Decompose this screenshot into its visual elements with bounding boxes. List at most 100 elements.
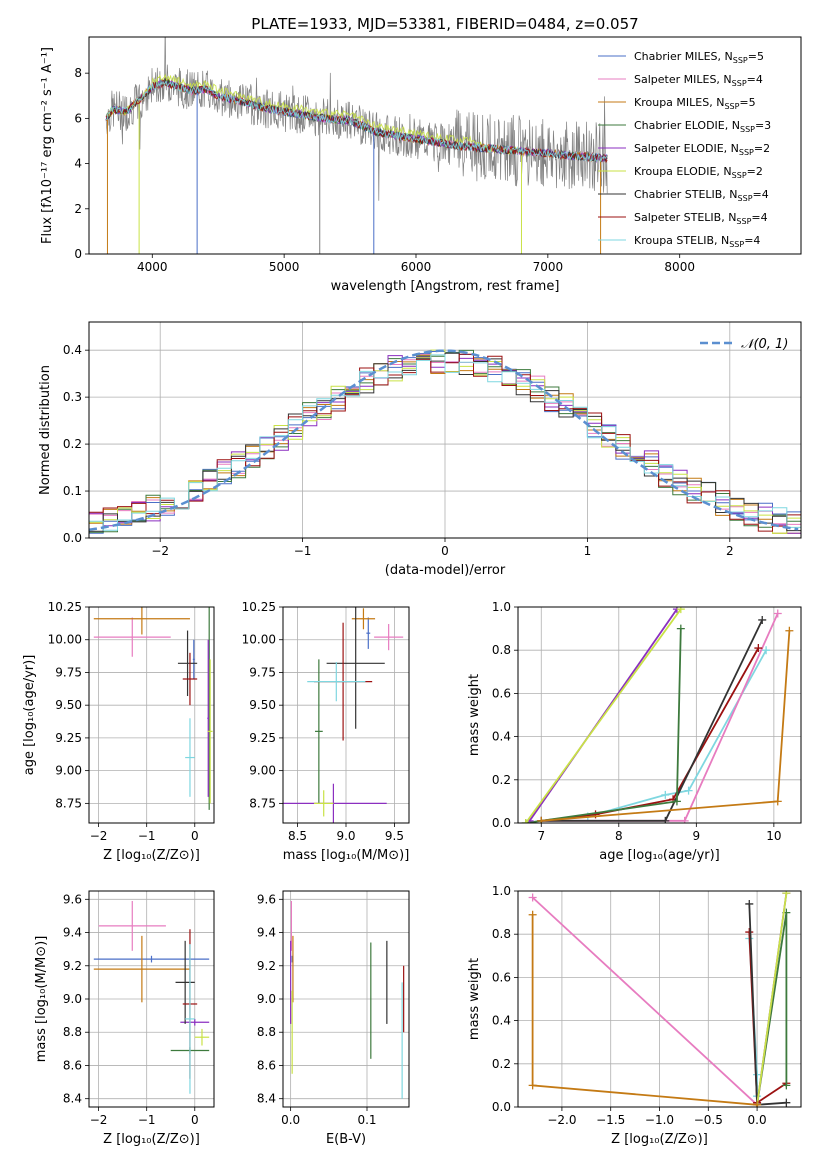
x-axis-label: Z [log₁₀(Z/Z⊙)] (103, 848, 200, 863)
y-tick-label: 0.0 (492, 1100, 511, 1114)
y-tick-label: 9.2 (63, 959, 82, 973)
plot-area (528, 891, 791, 1107)
x-tick-label: 7000 (533, 260, 564, 274)
weight-marker (753, 1070, 762, 1079)
x-axis-label: Z [log₁₀(Z/Z⊙)] (103, 1132, 200, 1147)
weight-marker (661, 790, 670, 799)
x-axis-label: wavelength [Angstrom, rest frame] (331, 279, 560, 294)
y-tick-label: 0.0 (492, 816, 511, 830)
panel-spectrum: 4000 5000 6000 7000 8000 0 2 4 6 8 wavelength [Ang… (40, 36, 802, 294)
x-tick-label: −1.0 (645, 1113, 674, 1127)
y-tick-label: 8.75 (249, 796, 276, 810)
legend-entry: Kroupa STELIB, NSSP=4 (634, 234, 760, 249)
weight-marker (773, 797, 782, 806)
y-tick-label: 0.3 (63, 390, 82, 404)
y-tick-label: 0.2 (492, 773, 511, 787)
x-tick-label: 7 (537, 829, 545, 843)
legend-entry: Salpeter STELIB, NSSP=4 (634, 211, 768, 226)
panel-age-vs-z: −2 −1 0 8.75 9.00 9.25 9.50 9.75 10.00 10.25 Z [lo… (22, 600, 215, 863)
weight-line-1 (541, 613, 779, 822)
plot-area (93, 900, 210, 1094)
x-axis-label: age [log₁₀(age/yr)] (599, 848, 720, 863)
y-tick-label: 8.6 (257, 1058, 276, 1072)
weight-marker (684, 786, 693, 795)
weight-marker (745, 928, 754, 937)
x-tick-label: 2 (726, 544, 734, 558)
x-tick-label: −1.5 (596, 1113, 625, 1127)
x-tick-label: 8000 (664, 260, 695, 274)
x-axis-label: mass [log₁₀(M/M⊙)] (283, 848, 410, 863)
x-tick-label: 0.0 (281, 1113, 300, 1127)
x-tick-label: 8 (615, 829, 623, 843)
panel-weight-vs-age: 7 8 9 10 0.0 0.2 0.4 0.6 0.8 1.0 age [log₁₀(age/yr… (467, 600, 802, 863)
y-tick-label: 9.25 (249, 731, 276, 745)
y-tick-label: 8.6 (63, 1058, 82, 1072)
plot-area (283, 607, 404, 823)
x-tick-label: −1 (138, 1113, 156, 1127)
weight-marker (782, 1098, 791, 1107)
x-tick-label: −2.0 (547, 1113, 576, 1127)
x-tick-label: 6000 (401, 260, 432, 274)
figure-title: PLATE=1933, MJD=53381, FIBERID=0484, z=0… (251, 15, 638, 33)
y-tick-label: 8.75 (55, 796, 82, 810)
y-tick-label: 0.0 (63, 531, 82, 545)
y-tick-label: 6 (74, 111, 82, 125)
observed-spectrum (105, 37, 608, 201)
plot-area (93, 607, 213, 810)
y-tick-label: 9.0 (257, 992, 276, 1006)
x-tick-label: 5000 (269, 260, 300, 274)
x-axis-label: (data-model)/error (385, 563, 506, 578)
y-tick-label: 9.25 (55, 731, 82, 745)
weight-line-7 (531, 914, 758, 1106)
x-axis-label: E(B-V) (326, 1132, 366, 1147)
y-tick-label: 10.25 (242, 600, 276, 614)
weight-marker (745, 899, 754, 908)
y-tick-label: 0.4 (492, 1014, 511, 1028)
weight-marker (661, 816, 670, 823)
y-tick-label: 0.8 (492, 927, 511, 941)
x-tick-label: 1 (584, 544, 592, 558)
axes-frame (517, 606, 802, 824)
y-tick-label: 8.4 (63, 1092, 82, 1106)
y-tick-label: 9.75 (55, 665, 82, 679)
y-axis-label: mass weight (467, 674, 482, 756)
y-tick-label: 9.4 (63, 926, 82, 940)
y-tick-label: 9.00 (249, 764, 276, 778)
y-tick-label: 0.6 (492, 970, 511, 984)
y-tick-label: 9.6 (257, 892, 276, 906)
weight-line-1 (531, 896, 758, 1106)
y-tick-label: 8.8 (257, 1025, 276, 1039)
y-tick-label: 0.8 (492, 643, 511, 657)
y-tick-label: 0 (74, 247, 82, 261)
weight-marker (753, 1100, 762, 1107)
y-tick-label: 0.2 (63, 437, 82, 451)
panel-mass-vs-ebv: 0.0 0.1 8.4 8.6 8.8 9.0 9.2 9.4 9.6 E(B-V) (257, 890, 410, 1147)
y-tick-label: 4 (74, 157, 82, 171)
legend-entry: Chabrier STELIB, NSSP=4 (634, 188, 769, 203)
weight-marker (762, 646, 771, 655)
x-tick-label: −2 (90, 1113, 108, 1127)
weight-marker (528, 1081, 537, 1090)
axes-frame (88, 890, 215, 1108)
y-tick-label: 2 (74, 202, 82, 216)
y-tick-label: 9.75 (249, 665, 276, 679)
y-tick-label: 0.4 (492, 730, 511, 744)
legend-entry: Kroupa ELODIE, NSSP=2 (634, 165, 763, 180)
weight-marker (782, 1081, 791, 1090)
y-tick-label: 9.50 (249, 698, 276, 712)
x-tick-label: 10 (766, 829, 781, 843)
panel-age-vs-mass: 8.5 9.0 9.5 8.75 9.00 9.25 9.50 9.75 10.00 10.25 m… (242, 600, 410, 863)
legend-entry: Chabrier MILES, NSSP=5 (634, 50, 764, 65)
weight-marker (672, 797, 681, 806)
weight-line-6 (756, 893, 788, 1105)
panel-weight-vs-z: −2.0 −1.5 −1.0 −0.5 0.0 0.0 0.2 0.4 0.6 0.8 1.0 Z [… (467, 884, 802, 1147)
x-tick-label: 9.5 (385, 829, 404, 843)
plot-area (89, 349, 801, 534)
weight-line-2 (541, 647, 760, 822)
x-tick-label: −1 (294, 544, 312, 558)
y-axis-label: mass [log₁₀(M/M⊙)] (34, 936, 49, 1063)
x-tick-label: 4000 (137, 260, 168, 274)
weight-marker (785, 626, 794, 635)
y-axis-label: Normed distribution (38, 365, 53, 495)
